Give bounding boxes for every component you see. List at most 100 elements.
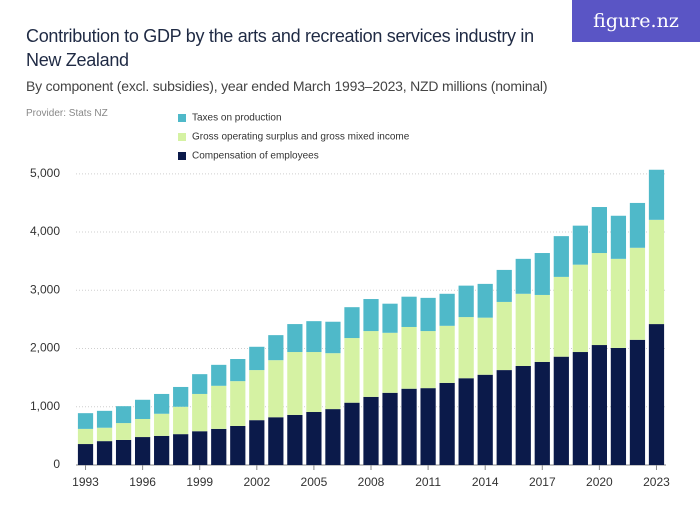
- bar-segment: [401, 326, 417, 389]
- bar-segment: [572, 225, 588, 265]
- bar-segment: [439, 325, 455, 383]
- bar-segment: [154, 435, 170, 465]
- bar-segment: [96, 410, 113, 428]
- bar-segment: [96, 427, 113, 442]
- bar-segment: [591, 253, 607, 346]
- bar-segment: [77, 428, 94, 445]
- provider: Provider: Stats NZ: [26, 108, 108, 119]
- legend-label: Compensation of employees: [192, 151, 319, 162]
- legend-label: Gross operating surplus and gross mixed …: [192, 132, 410, 143]
- bar-segment: [287, 324, 303, 353]
- x-tick-label: 2017: [529, 475, 556, 489]
- bar-segment: [344, 307, 360, 339]
- bar-segment: [211, 428, 227, 465]
- bar-segment: [477, 374, 493, 465]
- bar-segment: [648, 324, 665, 465]
- bar-segment: [249, 420, 265, 465]
- bar-segment: [515, 293, 531, 366]
- x-tick-label: 1999: [186, 475, 213, 489]
- bar-segment: [553, 236, 569, 277]
- chart-subtitle: By component (excl. subsidies), year end…: [26, 78, 548, 94]
- y-tick-label: 0: [53, 457, 60, 471]
- bar-segment: [477, 317, 493, 375]
- y-tick-label: 4,000: [30, 224, 60, 238]
- bar-segment: [135, 418, 151, 438]
- bar-segment: [477, 283, 493, 318]
- bar-segment: [268, 417, 284, 465]
- bar-segment: [230, 359, 246, 382]
- bar-segment: [154, 413, 170, 436]
- bar-segment: [135, 437, 151, 465]
- legend-swatch: [178, 133, 186, 141]
- bar-segment: [115, 439, 132, 465]
- bar-segment: [211, 364, 227, 386]
- legend-swatch: [178, 114, 186, 122]
- bar-segment: [287, 352, 303, 415]
- bar-segment: [648, 169, 665, 220]
- bar-segment: [287, 414, 303, 465]
- bar-segment: [325, 321, 341, 354]
- bar-segment: [230, 425, 246, 465]
- bar-segment: [439, 382, 455, 465]
- bar-segment: [173, 434, 189, 465]
- legend-label: Taxes on production: [192, 113, 282, 124]
- bar-segment: [306, 412, 322, 465]
- bar-segment: [192, 393, 208, 432]
- bar-segment: [135, 399, 151, 419]
- bar-segment: [610, 347, 627, 465]
- bar-segment: [458, 285, 474, 318]
- bar-segment: [610, 258, 627, 348]
- bar-segment: [591, 345, 607, 465]
- bar-segment: [115, 423, 132, 440]
- bar-segment: [420, 388, 436, 465]
- bar-segment: [268, 335, 284, 361]
- bar-segment: [572, 352, 588, 465]
- brand-logo[interactable]: figure.nz: [572, 0, 700, 42]
- bar-segment: [306, 321, 322, 353]
- bar-segment: [534, 253, 550, 295]
- bar-segment: [439, 293, 455, 326]
- x-tick-label: 1993: [72, 475, 99, 489]
- bar-segment: [458, 317, 474, 379]
- bar-segment: [77, 413, 94, 429]
- bar-segment: [629, 339, 646, 465]
- x-tick-label: 2014: [472, 475, 499, 489]
- bar-segment: [325, 353, 341, 410]
- bar-segment: [629, 247, 646, 340]
- bar-segment: [553, 356, 569, 465]
- bar-segment: [553, 276, 569, 357]
- y-tick-label: 1,000: [30, 399, 60, 413]
- x-tick-label: 2005: [301, 475, 328, 489]
- bar-segment: [515, 258, 531, 294]
- bar-segment: [515, 366, 531, 465]
- bar-segment: [648, 219, 665, 325]
- bar-segment: [173, 386, 189, 407]
- bar-segment: [77, 444, 94, 465]
- bar-segment: [173, 406, 189, 435]
- bar-segment: [382, 392, 398, 465]
- bar-segment: [363, 331, 379, 397]
- y-tick-label: 2,000: [30, 341, 60, 355]
- bar-segment: [230, 381, 246, 426]
- bar-segment: [496, 370, 512, 465]
- bar-segment: [401, 296, 417, 327]
- bar-segment: [325, 409, 341, 465]
- x-tick-label: 1996: [129, 475, 156, 489]
- bar-segment: [192, 431, 208, 465]
- legend-swatch: [178, 152, 186, 160]
- bar-segment: [591, 207, 607, 254]
- bar-segment: [458, 378, 474, 465]
- x-tick-label: 2023: [643, 475, 670, 489]
- bar-segment: [382, 303, 398, 333]
- bar-segment: [496, 301, 512, 371]
- bar-segment: [420, 331, 436, 389]
- bar-segment: [363, 299, 379, 332]
- bar-segment: [249, 370, 265, 421]
- bar-segment: [534, 294, 550, 362]
- bar-segment: [306, 352, 322, 413]
- bar-segment: [96, 441, 113, 465]
- bar-segment: [344, 402, 360, 465]
- bar-segment: [192, 374, 208, 394]
